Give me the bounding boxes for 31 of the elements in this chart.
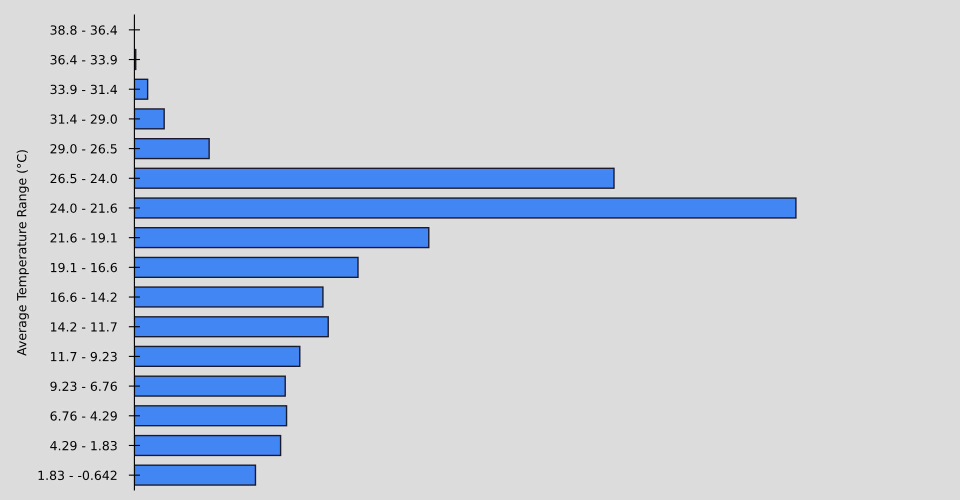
bar — [134, 286, 324, 308]
y-tick-label: 11.7 - 9.23 — [50, 352, 117, 362]
y-tick-label: 24.0 - 21.6 — [50, 203, 117, 213]
y-tick-label: 26.5 - 24.0 — [50, 174, 117, 184]
bar — [134, 256, 359, 278]
bar — [134, 346, 300, 368]
y-tick-label: 16.6 - 14.2 — [50, 292, 116, 302]
y-tick-label: 31.4 - 29.0 — [50, 114, 117, 124]
bar — [134, 108, 165, 130]
y-tick-label: 33.9 - 31.4 — [50, 84, 118, 94]
y-tick-label: 9.23 - 6.76 — [50, 382, 117, 392]
bar — [134, 375, 286, 397]
y-tick-label: 14.2 - 11.7 — [50, 322, 117, 332]
bar — [134, 197, 797, 219]
y-tick-label: 6.76 - 4.29 — [50, 411, 117, 421]
bar — [134, 138, 210, 160]
bar — [134, 78, 148, 100]
bar — [134, 168, 615, 189]
bar — [134, 227, 430, 248]
y-axis-title: Average Temperature Range (°C) — [16, 150, 29, 356]
y-tick-label: 19.1 - 16.6 — [50, 262, 117, 272]
bar — [134, 316, 329, 338]
y-tick-label: 4.29 - 1.83 — [50, 440, 117, 450]
y-tick-label: 29.0 - 26.5 — [50, 144, 117, 154]
y-tick-label: 1.83 - -0.642 — [38, 470, 116, 480]
y-tick-label: 21.6 - 19.1 — [50, 233, 117, 243]
y-tick-label: 36.4 - 33.9 — [50, 55, 117, 64]
bar — [134, 405, 288, 426]
bar — [134, 434, 282, 456]
bar — [134, 464, 256, 486]
y-tick-label: 38.8 - 36.4 — [50, 25, 118, 35]
